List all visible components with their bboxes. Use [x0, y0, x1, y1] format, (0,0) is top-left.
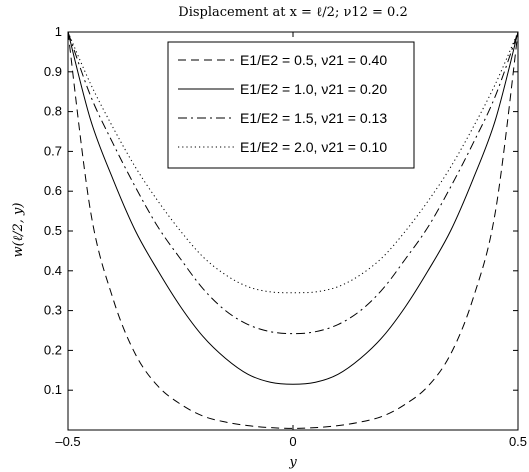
- legend-label-3: E1/E2 = 1.5, ν21 = 0.13: [240, 110, 387, 126]
- series-line-1: [67, 31, 519, 429]
- legend-box: [167, 41, 415, 169]
- x-tick-label: –0.5: [55, 434, 80, 449]
- y-tick-label: 0.3: [44, 303, 62, 318]
- y-tick-label: 0.5: [44, 223, 62, 238]
- legend: E1/E2 = 0.5, ν21 = 0.40 E1/E2 = 1.0, ν21 …: [167, 41, 415, 169]
- y-axis: 0.1 0.2 0.3 0.4 0.5 0.6 0.7 0.8 0.9 1: [44, 24, 518, 397]
- x-tick-label: 0.5: [509, 434, 527, 449]
- y-tick-label: 0.9: [44, 64, 62, 79]
- y-tick-label: 0.7: [44, 143, 62, 158]
- x-axis-label: y: [288, 455, 297, 470]
- y-tick-label: 1: [55, 24, 62, 39]
- y-tick-label: 0.4: [44, 263, 62, 278]
- x-tick-label: 0: [289, 434, 296, 449]
- series-line-4: [67, 31, 519, 294]
- plot-area: 0.1 0.2 0.3 0.4 0.5 0.6 0.7 0.8 0.9 1 –0.5 0 0.5: [44, 24, 527, 449]
- y-tick-label: 0.2: [44, 342, 62, 357]
- y-tick-label: 0.1: [44, 382, 62, 397]
- series-lines: [67, 31, 519, 429]
- y-tick-label: 0.6: [44, 183, 62, 198]
- series-line-3: [67, 31, 519, 335]
- y-tick-label: 0.8: [44, 104, 62, 119]
- legend-label-2: E1/E2 = 1.0, ν21 = 0.20: [240, 81, 387, 97]
- chart-title: Displacement at x = ℓ/2; ν12 = 0.2: [178, 5, 407, 20]
- y-axis-label: w(ℓ/2, y): [11, 203, 26, 258]
- series-line-2: [67, 31, 519, 385]
- legend-label-1: E1/E2 = 0.5, ν21 = 0.40: [240, 52, 387, 68]
- legend-label-4: E1/E2 = 2.0, ν21 = 0.10: [240, 139, 387, 155]
